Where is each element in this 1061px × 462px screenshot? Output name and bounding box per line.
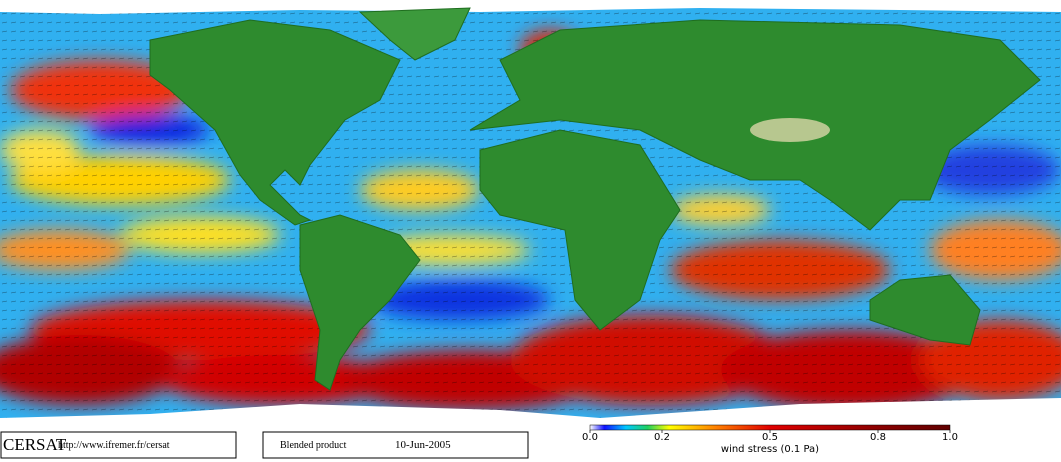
arctic-ice	[0, 0, 1061, 14]
logo-box	[0, 431, 237, 459]
colorbar-tick-label: 0.8	[870, 432, 886, 443]
antarctica	[0, 398, 1061, 430]
url[interactable]: http://www.ifremer.fr/cersat	[58, 440, 170, 451]
colorbar-tick-label: 0.0	[582, 432, 598, 443]
product: Blended product	[280, 440, 347, 451]
colorbar-label: wind stress (0.1 Pa)	[721, 444, 819, 455]
logo: CERSAT	[3, 435, 67, 454]
ocean-field	[0, 0, 1061, 430]
product-box	[262, 431, 529, 459]
colorbar-tick-label: 0.2	[654, 432, 670, 443]
colorbar-tick-label: 0.5	[762, 432, 778, 443]
date: 10-Jun-2005	[395, 439, 451, 451]
colorbar-tick-label: 1.0	[942, 432, 958, 443]
colorbar	[589, 424, 951, 431]
land	[149, 7, 1041, 391]
plateau	[750, 118, 830, 142]
